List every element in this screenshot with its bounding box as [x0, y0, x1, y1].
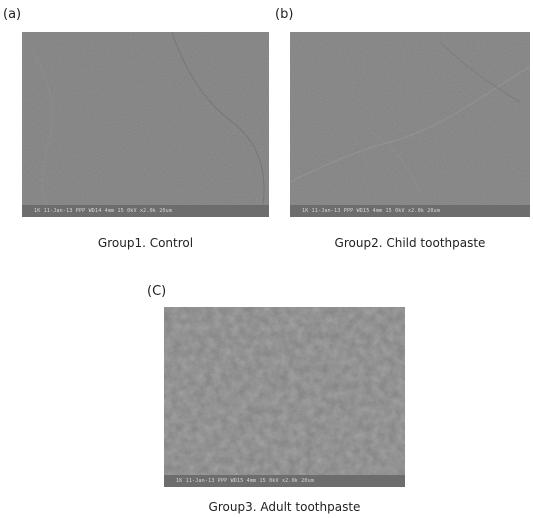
sem-scale-bar: 1K 11-Jan-13 PPP WD14 4mm 15 0kV x2.0k 2… [22, 205, 269, 217]
caption-group1: Group1. Control [97, 236, 194, 250]
sem-texture-child [290, 32, 530, 217]
sem-texture-adult [164, 307, 405, 487]
panel-a-letter: (a) [3, 7, 22, 22]
sem-texture-control [22, 32, 269, 217]
sem-image-adult: 1K 11-Jan-13 PPP WD15 4mm 15 0kV x2.0k 2… [164, 307, 405, 487]
panel-b-letter: (b) [275, 7, 294, 22]
sem-image-child: 1K 11-Jan-13 PPP WD15 4mm 15 0kV x2.0k 2… [290, 32, 530, 217]
sem-scale-bar: 1K 11-Jan-13 PPP WD15 4mm 15 0kV x2.0k 2… [164, 475, 405, 487]
caption-group2: Group2. Child toothpaste [334, 236, 486, 250]
caption-group3: Group3. Adult toothpaste [208, 500, 361, 514]
sem-scale-bar: 1K 11-Jan-13 PPP WD15 4mm 15 0kV x2.0k 2… [290, 205, 530, 217]
panel-c-letter: (C) [147, 284, 167, 299]
sem-image-control: 1K 11-Jan-13 PPP WD14 4mm 15 0kV x2.0k 2… [22, 32, 269, 217]
